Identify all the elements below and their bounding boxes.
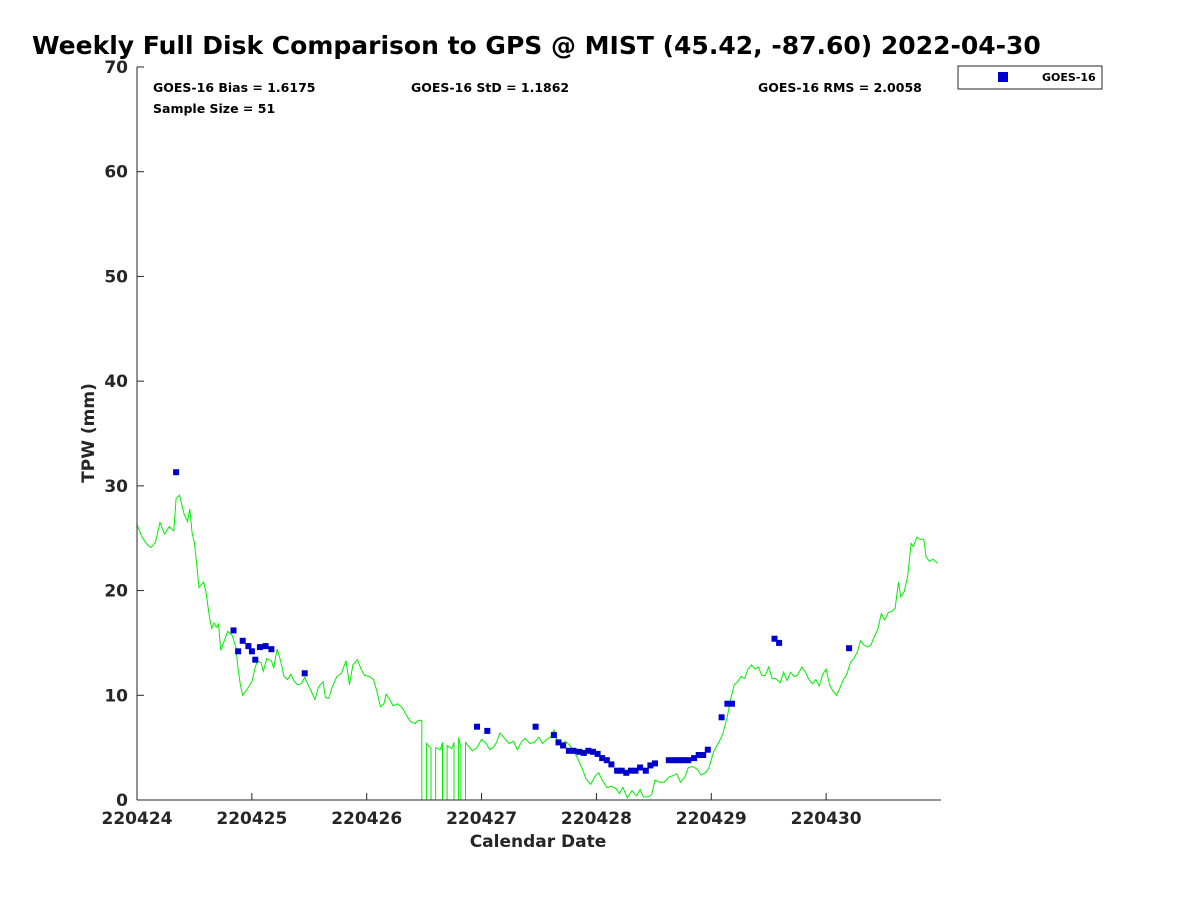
data-point-goes-16 [691,755,698,762]
data-point-goes-16 [248,648,255,655]
data-point-goes-16 [268,646,275,653]
x-tick-label: 220427 [446,809,517,829]
data-point-goes-16 [618,767,625,774]
data-point-goes-16 [580,749,587,756]
y-tick-label: 50 [104,267,128,287]
data-point-goes-16 [256,644,263,651]
chart-title: Weekly Full Disk Comparison to GPS @ MIS… [32,31,1041,60]
data-point-goes-16 [239,637,246,644]
data-point-goes-16 [484,727,491,734]
data-point-goes-16 [230,627,237,634]
data-point-goes-16 [235,648,242,655]
data-point-goes-16 [642,767,649,774]
data-point-goes-16 [724,700,731,707]
stat-sample-size: Sample Size = 51 [153,101,275,116]
reference-line-group [136,494,938,801]
data-point-goes-16 [652,760,658,767]
data-point-goes-16 [301,670,308,677]
data-point-goes-16 [594,750,601,757]
data-point-goes-16 [550,732,557,739]
data-point-goes-16 [704,746,711,753]
y-tick-label: 70 [104,58,128,78]
data-point-goes-16 [680,757,687,764]
y-tick-label: 20 [104,582,128,602]
data-point-goes-16 [252,656,259,663]
data-point-goes-16 [474,723,480,730]
data-point-goes-16 [647,762,654,769]
plot-area [137,67,941,800]
data-point-goes-16 [671,757,678,764]
data-point-goes-16 [603,757,610,764]
y-tick-label: 30 [104,477,128,497]
data-point-goes-16 [718,714,725,721]
data-point-goes-16 [614,767,621,774]
data-point-goes-16 [685,757,692,764]
data-point-goes-16 [627,767,634,774]
x-tick-label: 220424 [102,809,173,829]
data-point-goes-16 [637,764,644,771]
x-tick-label: 220426 [331,809,402,829]
data-point-goes-16 [576,748,583,755]
data-point-goes-16 [262,643,269,650]
y-tick-label: 40 [104,372,128,392]
data-point-goes-16 [599,755,606,762]
data-point-goes-16 [608,761,615,768]
stat-std: GOES-16 StD = 1.1862 [411,80,569,95]
data-point-goes-16 [700,752,707,758]
legend-marker-goes-16 [998,72,1008,82]
data-point-goes-16 [570,747,577,754]
stat-rms: GOES-16 RMS = 2.0058 [758,80,922,95]
data-point-goes-16 [776,639,783,646]
data-point-goes-16 [632,767,639,774]
legend-box [957,65,1103,90]
data-point-goes-16 [173,469,180,476]
legend-label-goes-16: GOES-16 [1042,71,1096,84]
y-tick-labels: 0 10 20 30 40 50 60 70 [104,58,128,811]
data-points [173,469,853,776]
x-tick-label: 220430 [791,809,862,829]
y-tick-label: 60 [104,163,128,183]
x-tick-label: 220428 [561,809,632,829]
x-tick-label: 220429 [676,809,747,829]
data-point-goes-16 [695,752,702,758]
data-point-goes-16 [590,748,596,755]
y-tick-label: 10 [104,686,128,706]
data-point-goes-16 [245,643,252,650]
data-point-goes-16 [532,723,539,730]
data-point-goes-16 [585,747,592,754]
y-tick-label: 0 [116,791,128,811]
x-tick-labels: 220424 220425 220426 220427 220428 220429 2204… [102,809,862,829]
data-point-goes-16 [846,645,853,652]
data-point-goes-16 [623,769,630,776]
data-point-goes-16 [560,742,567,749]
gps-reference-line [136,494,938,801]
legend: GOES-16 [957,65,1103,90]
data-point-goes-16 [555,739,562,746]
x-axis-label: Calendar Date [470,832,607,852]
data-point-goes-16 [665,757,672,764]
x-tick-label: 220425 [216,809,287,829]
data-point-goes-16 [565,747,572,754]
data-point-goes-16 [729,700,735,707]
data-point-goes-16 [676,757,683,764]
stat-bias: GOES-16 Bias = 1.6175 [153,80,315,95]
y-axis-label: TPW (mm) [79,383,99,483]
data-point-goes-16 [771,635,778,642]
